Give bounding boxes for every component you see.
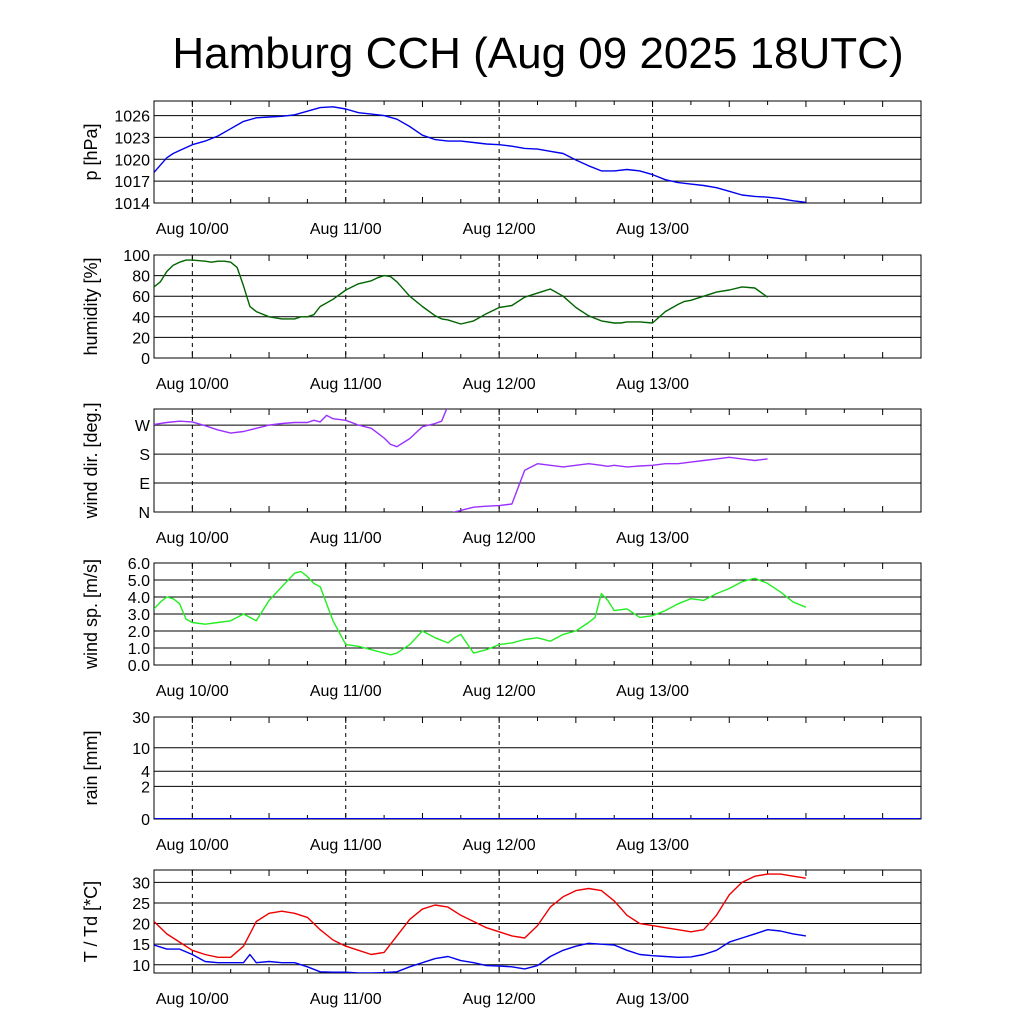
y-tick-label: 40 xyxy=(132,310,150,327)
x-tick-label: Aug 10/00 xyxy=(156,837,229,854)
y-tick-label: 1023 xyxy=(114,130,150,147)
panel-humidity: 0 20 40 60 80 100 Aug 10/00 Aug 11/00 Aug 12/00 A… xyxy=(81,248,922,393)
y-tick-label: 60 xyxy=(132,289,150,306)
x-tick-label: Aug 10/00 xyxy=(156,530,229,547)
panel-rain: 0 24 10 30 Aug 10/00 Aug 11/00 Aug 12/00 Aug 13… xyxy=(81,710,922,854)
panel-wind_speed: 0.01.02.03.04.05.06.0 Aug 10/00 Aug 11/00 A… xyxy=(81,556,922,700)
y-tick-label: 1.0 xyxy=(128,641,150,658)
y-tick-label: 5.0 xyxy=(128,573,150,590)
y-tick-label: E xyxy=(139,476,150,493)
panel-temperature: 10 15 20 25 30 Aug 10/00 Aug 11/00 Aug 12/00 Aug… xyxy=(81,869,922,1008)
y-axis-label: wind dir. [deg.] xyxy=(81,402,101,519)
y-tick-label: 20 xyxy=(132,917,150,934)
x-tick-label: Aug 10/00 xyxy=(156,991,229,1008)
y-tick-label: 2 xyxy=(141,779,150,796)
x-tick-label: Aug 11/00 xyxy=(310,837,382,854)
y-tick-label: 3.0 xyxy=(128,607,150,624)
x-tick-label: Aug 12/00 xyxy=(463,683,536,700)
panel-frame xyxy=(153,254,922,359)
x-tick-label: Aug 10/00 xyxy=(156,376,229,393)
y-tick-label: W xyxy=(135,418,151,435)
x-tick-label: Aug 13/00 xyxy=(616,683,689,700)
y-axis-label: rain [mm] xyxy=(81,730,101,805)
y-axis-label: wind sp. [m/s] xyxy=(81,559,101,670)
series-line-wind_speed xyxy=(154,570,807,656)
series-line-wind_direction xyxy=(154,409,448,448)
series-line-pressure xyxy=(154,106,806,203)
x-tick-label: Aug 13/00 xyxy=(616,221,689,238)
panel-pressure: 1014 1017 1020 1023 1026 Aug 10/00 Aug 11/00 Au… xyxy=(81,100,922,238)
y-axis-label: T / Td [*C] xyxy=(81,881,101,962)
y-axis-label: humidity [%] xyxy=(81,257,101,355)
x-tick-label: Aug 10/00 xyxy=(156,683,229,700)
x-tick-label: Aug 13/00 xyxy=(616,530,689,547)
chart-title: Hamburg CCH (Aug 09 2025 18UTC) xyxy=(172,29,903,78)
x-tick-label: Aug 13/00 xyxy=(616,376,689,393)
x-tick-label: Aug 12/00 xyxy=(463,530,536,547)
x-tick-label: Aug 12/00 xyxy=(463,376,536,393)
x-tick-label: Aug 10/00 xyxy=(156,221,229,238)
y-tick-label: 30 xyxy=(132,875,150,892)
y-tick-label: 20 xyxy=(132,330,150,347)
y-tick-label: S xyxy=(139,447,150,464)
y-tick-label: 0 xyxy=(141,351,150,368)
y-tick-label: 15 xyxy=(132,937,150,954)
y-tick-label: 1017 xyxy=(114,174,150,191)
x-tick-label: Aug 11/00 xyxy=(310,221,382,238)
x-tick-label: Aug 11/00 xyxy=(310,376,382,393)
y-tick-label: 0.0 xyxy=(128,658,150,675)
y-tick-label: 2.0 xyxy=(128,624,150,641)
x-tick-label: Aug 12/00 xyxy=(463,221,536,238)
panel-frame xyxy=(153,716,922,820)
series-line-humidity xyxy=(154,259,769,325)
y-tick-label: 1014 xyxy=(114,196,150,213)
y-tick-label: N xyxy=(138,505,150,522)
panel-frame xyxy=(153,100,922,204)
y-tick-label: 0 xyxy=(141,812,150,829)
y-tick-label: 80 xyxy=(132,269,150,286)
x-tick-label: Aug 11/00 xyxy=(310,530,382,547)
x-tick-label: Aug 13/00 xyxy=(616,837,689,854)
y-tick-label: 30 xyxy=(132,710,150,727)
x-tick-label: Aug 12/00 xyxy=(463,991,536,1008)
y-tick-label: 100 xyxy=(123,248,150,265)
y-tick-label: 4.0 xyxy=(128,590,150,607)
series-line-wind_direction xyxy=(452,456,768,512)
y-tick-label: 25 xyxy=(132,896,150,913)
y-tick-label: 10 xyxy=(132,741,150,758)
x-tick-label: Aug 11/00 xyxy=(310,991,382,1008)
y-axis-label: p [hPa] xyxy=(81,123,101,180)
y-tick-label: 4 xyxy=(141,764,150,781)
x-tick-label: Aug 11/00 xyxy=(310,683,382,700)
series-line-temperature-T xyxy=(154,873,807,958)
y-tick-label: 10 xyxy=(132,958,150,975)
y-tick-label: 1020 xyxy=(114,152,150,169)
panel-frame xyxy=(153,869,922,974)
y-tick-label: 1026 xyxy=(114,109,150,126)
x-tick-label: Aug 12/00 xyxy=(463,837,536,854)
panel-frame xyxy=(153,562,922,666)
x-tick-label: Aug 13/00 xyxy=(616,991,689,1008)
panel-frame xyxy=(153,408,922,513)
y-tick-label: 6.0 xyxy=(128,556,150,573)
series-line-temperature-Td xyxy=(154,929,807,973)
